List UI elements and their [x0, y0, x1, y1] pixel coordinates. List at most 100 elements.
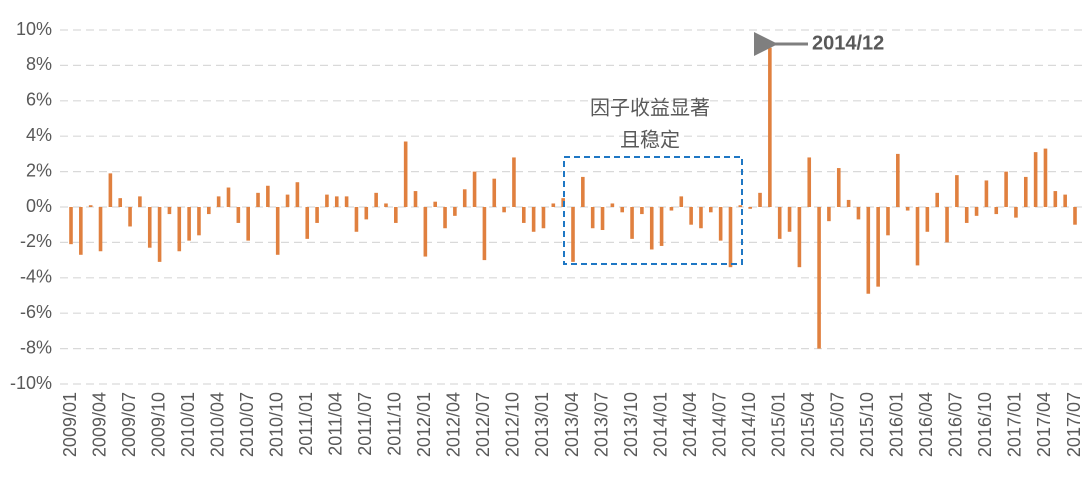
- bar: [738, 205, 743, 207]
- bar: [777, 207, 782, 239]
- bar: [275, 207, 280, 255]
- bar: [679, 196, 684, 207]
- x-tick-label: 2016/07: [946, 392, 966, 457]
- bar: [334, 196, 339, 207]
- x-tick-label: 2010/04: [207, 392, 227, 457]
- bar: [610, 203, 615, 207]
- bar: [374, 192, 378, 207]
- bar: [167, 207, 172, 215]
- bar: [128, 207, 132, 227]
- bar: [630, 207, 634, 239]
- bar: [315, 207, 319, 223]
- bar: [905, 207, 910, 211]
- bar: [423, 207, 428, 257]
- bar: [886, 207, 890, 236]
- bar: [88, 205, 93, 207]
- x-tick-label: 2009/01: [60, 392, 80, 457]
- bar: [138, 196, 142, 207]
- x-tick-label: 2015/01: [768, 392, 788, 457]
- bar: [462, 189, 467, 207]
- x-tick-label: 2017/07: [1064, 392, 1084, 457]
- bar: [876, 207, 880, 287]
- bar: [79, 207, 83, 255]
- x-tick-label: 2017/01: [1005, 392, 1025, 457]
- annotation-line: 且稳定: [620, 128, 680, 151]
- y-tick-label: 8%: [26, 54, 52, 74]
- bar: [689, 207, 693, 225]
- bar: [256, 192, 260, 207]
- x-tick-label: 2016/04: [916, 392, 936, 457]
- bar: [748, 207, 752, 209]
- bar: [709, 207, 713, 213]
- bar: [964, 207, 969, 223]
- x-tick-label: 2015/10: [857, 392, 877, 457]
- x-tick-label: 2011/10: [385, 392, 405, 456]
- bar: [807, 157, 812, 207]
- bar: [216, 196, 221, 207]
- x-tick-label: 2012/10: [503, 392, 523, 457]
- bar: [1063, 194, 1067, 207]
- bar: [817, 207, 821, 349]
- bar: [305, 207, 310, 239]
- y-tick-label: 2%: [26, 160, 52, 180]
- x-tick-label: 2013/07: [591, 392, 611, 457]
- bar: [482, 207, 487, 261]
- x-tick-label: 2017/04: [1034, 392, 1054, 457]
- bar: [413, 191, 418, 207]
- bar: [69, 207, 73, 245]
- bar: [640, 207, 644, 215]
- bar: [945, 207, 949, 243]
- bar: [246, 207, 250, 241]
- x-tick-label: 2010/01: [178, 392, 198, 457]
- bar: [935, 192, 939, 207]
- bar: [1014, 207, 1018, 218]
- bar: [541, 207, 546, 229]
- bar: [177, 207, 182, 252]
- bar: [659, 207, 664, 246]
- bar: [718, 207, 723, 241]
- bar: [699, 207, 703, 229]
- annotation-peak: 2014/12: [812, 32, 884, 54]
- bar: [207, 207, 211, 215]
- bar: [226, 187, 231, 207]
- bar: [236, 207, 241, 223]
- bar: [325, 194, 329, 207]
- bar: [797, 207, 802, 268]
- bar: [1043, 148, 1048, 207]
- x-tick-label: 2016/01: [887, 392, 907, 457]
- bar: [984, 180, 989, 207]
- x-tick-label: 2013/01: [532, 392, 552, 457]
- x-tick-label: 2009/10: [148, 392, 168, 457]
- x-tick-label: 2015/07: [828, 392, 848, 457]
- bar: [768, 47, 772, 208]
- bar: [187, 207, 191, 241]
- bar: [118, 198, 123, 207]
- x-tick-label: 2014/04: [680, 392, 700, 457]
- bar: [1073, 207, 1077, 225]
- y-tick-label: -10%: [10, 373, 52, 393]
- bar: [600, 207, 605, 231]
- x-tick-label: 2011/01: [296, 392, 316, 456]
- bar: [590, 207, 595, 229]
- x-tick-label: 2009/07: [119, 392, 139, 457]
- bar: [1023, 176, 1028, 207]
- bar: [157, 207, 162, 262]
- bar: [354, 207, 359, 232]
- x-tick-label: 2016/10: [975, 392, 995, 457]
- bar: [866, 207, 871, 294]
- bar: [98, 207, 103, 252]
- annotation-line: 因子收益显著: [590, 96, 710, 119]
- bar: [364, 207, 369, 220]
- x-tick-label: 2012/04: [444, 392, 464, 457]
- y-tick-label: 6%: [26, 90, 52, 110]
- x-tick-label: 2009/04: [89, 392, 109, 457]
- x-tick-label: 2011/04: [326, 392, 346, 456]
- x-tick-label: 2015/04: [798, 392, 818, 457]
- bar: [925, 207, 930, 232]
- bar: [502, 207, 506, 213]
- bar: [620, 207, 625, 213]
- x-tick-label: 2011/07: [355, 392, 375, 456]
- bar: [974, 207, 979, 216]
- annotation-box: [563, 156, 743, 265]
